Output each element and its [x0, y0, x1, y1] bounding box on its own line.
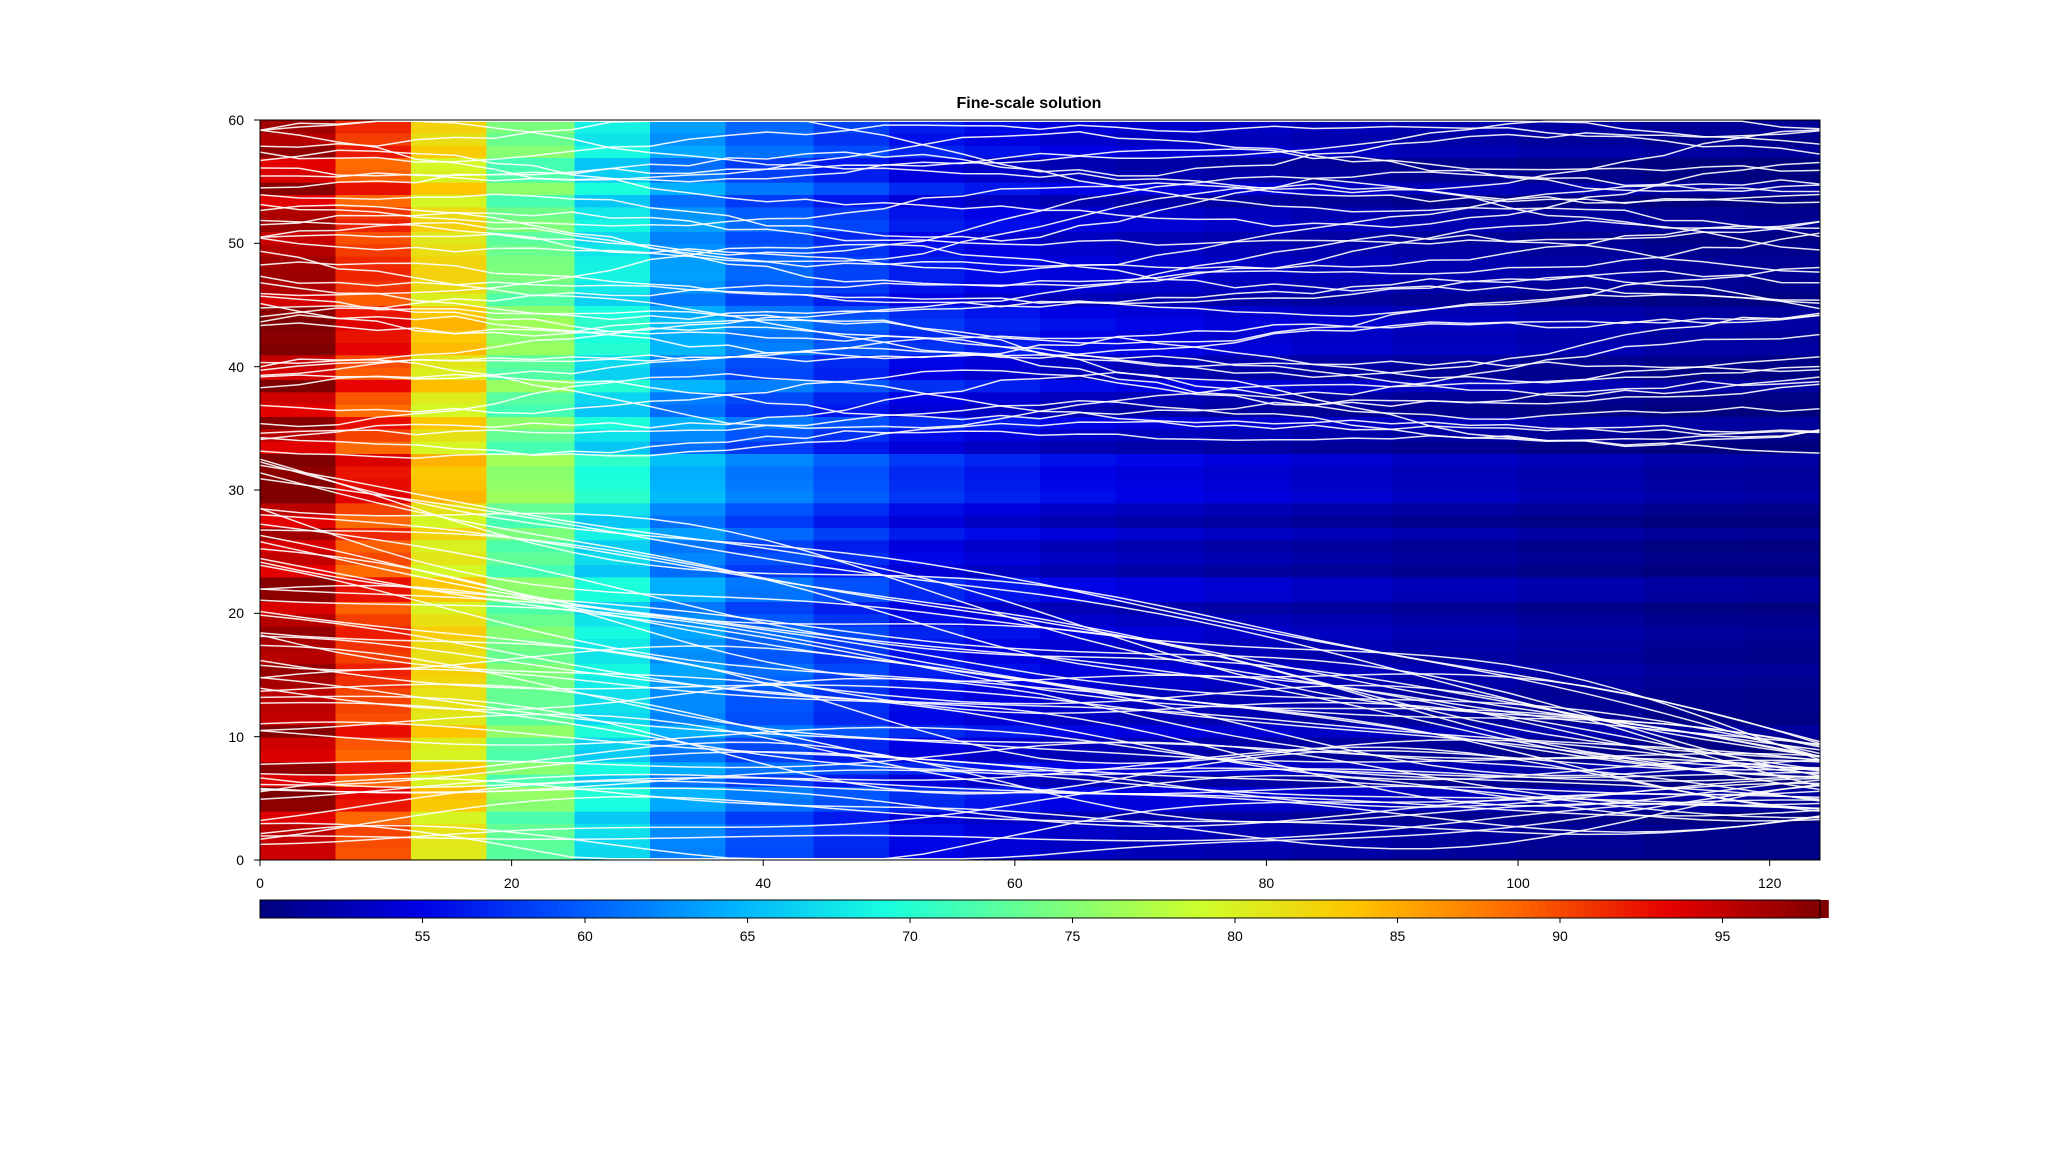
- plot-svg: [0, 0, 2058, 1152]
- heatmap: [260, 120, 1821, 861]
- y-tick-label: 30: [228, 483, 244, 497]
- y-tick-label: 0: [236, 853, 244, 867]
- colorbar-tick-label: 70: [902, 929, 918, 943]
- x-tick-label: 60: [1007, 876, 1023, 890]
- colorbar-tick-label: 85: [1390, 929, 1406, 943]
- x-tick-label: 120: [1758, 876, 1781, 890]
- x-tick-label: 20: [504, 876, 520, 890]
- plot-title: Fine-scale solution: [0, 95, 2058, 113]
- y-tick-label: 20: [228, 606, 244, 620]
- x-tick-label: 40: [755, 876, 771, 890]
- y-tick-label: 60: [228, 113, 244, 127]
- x-tick-label: 80: [1259, 876, 1275, 890]
- figure: Fine-scale solution 0 20 40 60 80 100 120 0 10 20…: [0, 0, 2058, 1152]
- colorbar-tick-label: 75: [1065, 929, 1081, 943]
- y-tick-label: 40: [228, 360, 244, 374]
- colorbar-tick-label: 80: [1227, 929, 1243, 943]
- colorbar-tick-label: 60: [577, 929, 593, 943]
- colorbar-tick-label: 90: [1552, 929, 1568, 943]
- x-tick-label: 100: [1506, 876, 1529, 890]
- y-tick-label: 50: [228, 236, 244, 250]
- colorbar-tick-label: 65: [740, 929, 756, 943]
- colorbar: [260, 900, 1829, 923]
- colorbar-tick-label: 55: [415, 929, 431, 943]
- y-tick-label: 10: [228, 730, 244, 744]
- colorbar-tick-label: 95: [1715, 929, 1731, 943]
- x-tick-label: 0: [256, 876, 264, 890]
